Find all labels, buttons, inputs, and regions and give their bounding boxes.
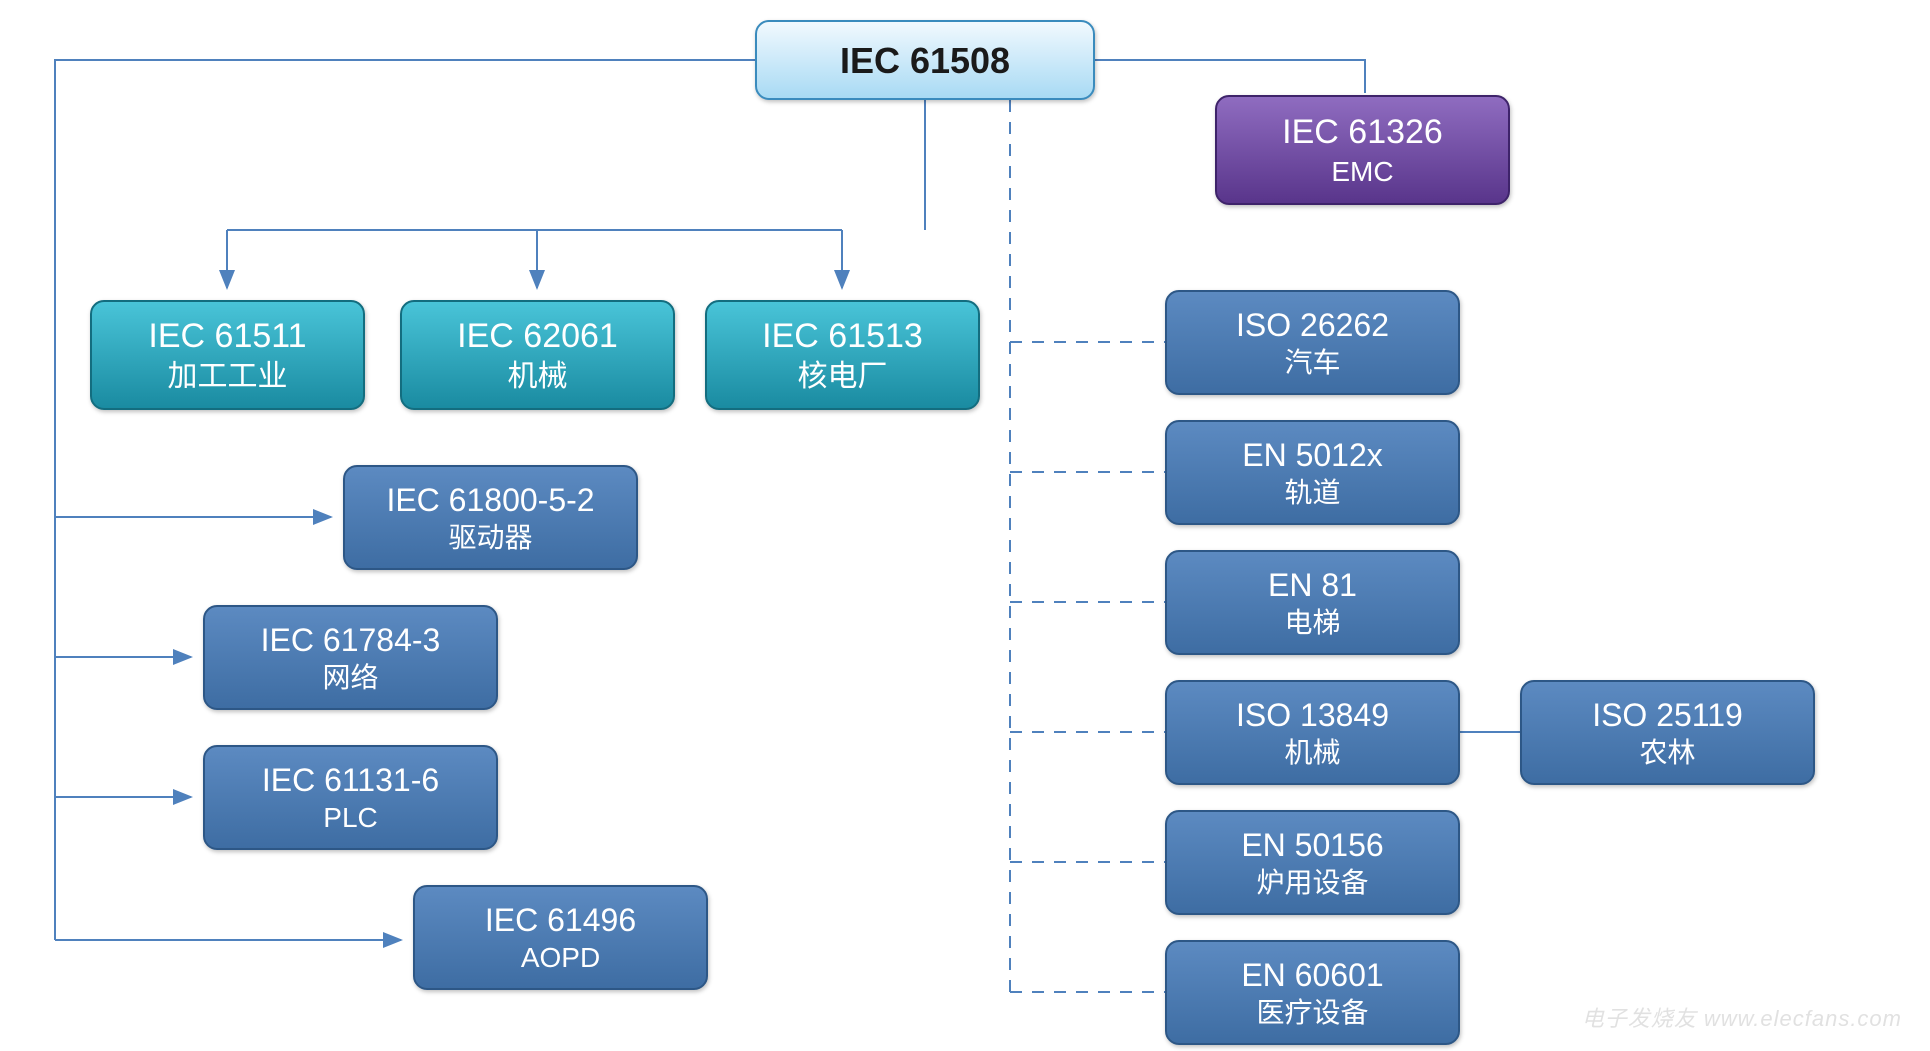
node-network-sub: 网络 xyxy=(322,660,378,695)
node-furnace-sub: 炉用设备 xyxy=(1256,865,1368,900)
node-process-title: IEC 61511 xyxy=(148,315,306,358)
node-machinery2-sub: 机械 xyxy=(1284,735,1340,770)
node-aopd-sub: AOPD xyxy=(521,940,600,975)
node-medical-sub: 医疗设备 xyxy=(1256,995,1368,1030)
node-machinery1-title: IEC 62061 xyxy=(457,315,618,358)
node-rail: EN 5012x轨道 xyxy=(1165,420,1460,525)
node-emc-sub: EMC xyxy=(1331,154,1393,189)
node-network-title: IEC 61784-3 xyxy=(261,620,441,660)
node-root-title: IEC 61508 xyxy=(840,38,1010,83)
node-drives-title: IEC 61800-5-2 xyxy=(386,480,594,520)
node-rail-title: EN 5012x xyxy=(1242,435,1383,475)
node-nuclear: IEC 61513核电厂 xyxy=(705,300,980,410)
node-process: IEC 61511加工工业 xyxy=(90,300,365,410)
node-aopd-title: IEC 61496 xyxy=(485,900,636,940)
node-medical: EN 60601医疗设备 xyxy=(1165,940,1460,1045)
node-drives-sub: 驱动器 xyxy=(448,520,532,555)
node-machinery1-sub: 机械 xyxy=(508,358,568,396)
node-aopd: IEC 61496AOPD xyxy=(413,885,708,990)
node-machinery2-title: ISO 13849 xyxy=(1236,695,1389,735)
node-emc-title: IEC 61326 xyxy=(1282,111,1443,154)
node-plc: IEC 61131-6PLC xyxy=(203,745,498,850)
node-elevator-sub: 电梯 xyxy=(1284,605,1340,640)
node-auto: ISO 26262汽车 xyxy=(1165,290,1460,395)
node-emc: IEC 61326EMC xyxy=(1215,95,1510,205)
node-root: IEC 61508 xyxy=(755,20,1095,100)
node-drives: IEC 61800-5-2驱动器 xyxy=(343,465,638,570)
connectors-layer xyxy=(0,0,1930,1051)
node-agri-title: ISO 25119 xyxy=(1592,695,1743,735)
node-auto-title: ISO 26262 xyxy=(1236,305,1389,345)
node-plc-title: IEC 61131-6 xyxy=(262,760,439,800)
node-agri: ISO 25119农林 xyxy=(1520,680,1815,785)
node-nuclear-sub: 核电厂 xyxy=(798,358,888,396)
node-machinery1: IEC 62061机械 xyxy=(400,300,675,410)
node-network: IEC 61784-3网络 xyxy=(203,605,498,710)
node-rail-sub: 轨道 xyxy=(1284,475,1340,510)
watermark-text: 电子发烧友 www.elecfans.com xyxy=(1582,1001,1902,1033)
node-elevator-title: EN 81 xyxy=(1268,565,1357,605)
node-process-sub: 加工工业 xyxy=(168,358,288,396)
node-furnace: EN 50156炉用设备 xyxy=(1165,810,1460,915)
node-nuclear-title: IEC 61513 xyxy=(762,315,923,358)
node-medical-title: EN 60601 xyxy=(1241,955,1383,995)
node-elevator: EN 81电梯 xyxy=(1165,550,1460,655)
node-plc-sub: PLC xyxy=(323,800,377,835)
node-agri-sub: 农林 xyxy=(1639,735,1695,770)
node-furnace-title: EN 50156 xyxy=(1241,825,1383,865)
node-auto-sub: 汽车 xyxy=(1284,345,1340,380)
node-machinery2: ISO 13849机械 xyxy=(1165,680,1460,785)
